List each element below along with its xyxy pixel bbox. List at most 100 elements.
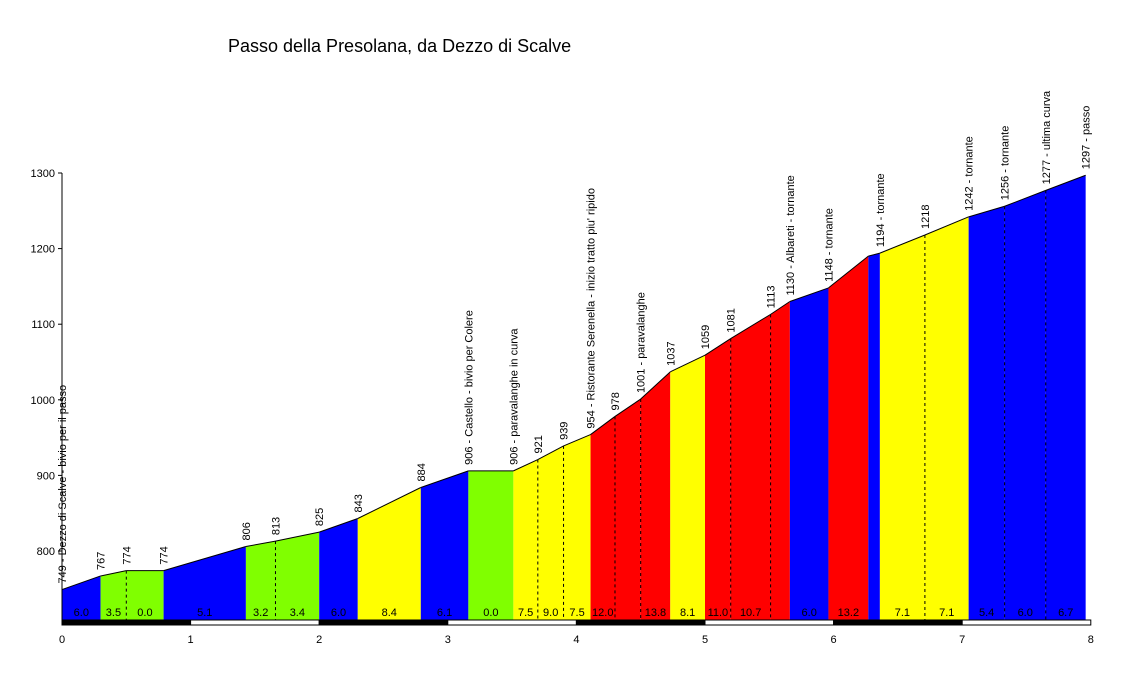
point-label: 806 <box>241 522 253 540</box>
point-label: 978 <box>610 392 622 410</box>
y-tick-label: 900 <box>37 470 55 482</box>
segment-fill <box>924 216 969 620</box>
x-tick-label: 8 <box>1088 634 1094 646</box>
segment-fill <box>563 434 591 620</box>
x-tick-label: 5 <box>702 634 708 646</box>
profile-line <box>704 338 731 356</box>
profile-line <box>868 252 881 257</box>
profile-line <box>789 287 829 302</box>
grade-label: 7.1 <box>939 607 954 619</box>
profile-line <box>770 301 791 315</box>
point-label: 1148 - tornante <box>823 208 835 282</box>
segment-fill <box>275 532 320 620</box>
point-label: 1059 <box>700 325 712 349</box>
point-label: 954 - Ristorante Serenella - inizio trat… <box>586 188 598 429</box>
grade-label: 11.0 <box>708 607 729 619</box>
grade-label: 3.4 <box>290 607 305 619</box>
distance-bar-segment <box>575 619 706 626</box>
point-label: 774 <box>121 546 133 564</box>
grade-label: 7.1 <box>895 607 910 619</box>
grade-label: 6.0 <box>1018 607 1033 619</box>
profile-line <box>163 545 247 572</box>
x-tick-label: 2 <box>316 634 322 646</box>
distance-bar-segment <box>704 619 835 626</box>
grade-label: 6.1 <box>437 607 452 619</box>
grade-label: 6.0 <box>802 607 817 619</box>
grade-label: 7.5 <box>569 607 584 619</box>
distance-bar-segment <box>190 619 320 626</box>
point-label: 921 <box>533 435 545 453</box>
profile-line <box>828 255 869 289</box>
segment-fill <box>1045 175 1086 620</box>
point-label: 1113 <box>766 286 778 309</box>
segment-fill <box>126 570 164 620</box>
segment-fill <box>590 416 615 620</box>
segment-fill <box>1004 190 1046 620</box>
point-label: 1194 - tornante <box>875 173 887 247</box>
profile-line <box>590 416 616 435</box>
point-label: 906 - Castello - bivio per Colere <box>463 310 475 465</box>
segment-fill <box>420 470 469 620</box>
segment-fill <box>968 206 1005 620</box>
point-label: 749 - Dezzo di Scalve - bivio per il pas… <box>57 385 69 584</box>
profile-line <box>1045 174 1086 191</box>
segment-fill <box>730 314 771 620</box>
point-label: 1256 - tornante <box>1000 126 1012 201</box>
point-label: 906 - paravalanghe in curva <box>508 328 520 465</box>
profile-line <box>640 371 671 400</box>
profile-line <box>563 434 591 447</box>
point-label: 1081 <box>726 308 738 332</box>
profile-line <box>357 487 422 519</box>
point-label: 825 <box>314 508 326 526</box>
grade-label: 5.1 <box>197 607 212 619</box>
profile-line <box>614 398 641 417</box>
grade-label: 6.0 <box>331 607 346 619</box>
grade-label: 9.0 <box>543 607 558 619</box>
profile-line <box>968 205 1005 218</box>
grade-label: 0.0 <box>483 607 498 619</box>
profile-line <box>670 354 706 373</box>
distance-bar-segment <box>61 619 192 626</box>
grade-label: 5.4 <box>979 607 994 619</box>
profile-line <box>537 445 564 460</box>
point-label: 1130 - Albareti - tornante <box>785 175 797 295</box>
profile-line <box>513 459 539 472</box>
grade-label: 12.0 <box>592 607 613 619</box>
segment-fill <box>62 575 101 620</box>
grade-label: 8.4 <box>382 607 397 619</box>
segment-fill <box>468 470 514 620</box>
segment-fill <box>705 338 731 620</box>
segment-fill <box>670 355 705 620</box>
point-label: 767 <box>96 552 108 570</box>
chart-title: Passo della Presolana, da Dezzo di Scalv… <box>228 36 571 56</box>
profile-line <box>245 540 276 547</box>
profile-line <box>924 216 969 236</box>
x-tick-label: 1 <box>188 634 194 646</box>
segment-fill <box>789 287 829 620</box>
y-tick-label: 800 <box>37 546 55 558</box>
profile-line <box>275 531 320 542</box>
segment-fill <box>640 371 671 620</box>
y-tick-label: 1000 <box>31 395 55 407</box>
profile-line <box>100 570 127 577</box>
segment-fill <box>770 301 790 620</box>
profile-line <box>420 470 469 488</box>
y-tick-label: 1200 <box>31 244 55 256</box>
grade-label: 10.7 <box>740 607 761 619</box>
y-tick-label: 1300 <box>31 168 55 180</box>
profile-line <box>730 313 771 339</box>
grade-label: 6.7 <box>1058 607 1073 619</box>
grade-label: 7.5 <box>518 607 533 619</box>
x-tick-label: 4 <box>573 634 579 646</box>
point-label: 939 <box>559 422 571 440</box>
grade-label: 6.0 <box>74 607 89 619</box>
grade-label: 3.2 <box>253 607 268 619</box>
point-label: 884 <box>416 463 428 481</box>
segment-fill <box>357 487 421 620</box>
x-tick-label: 3 <box>445 634 451 646</box>
x-tick-label: 7 <box>959 634 965 646</box>
point-label: 1277 - ultima curva <box>1041 90 1053 184</box>
segment-fill <box>879 234 925 620</box>
point-label: 813 <box>270 517 282 535</box>
